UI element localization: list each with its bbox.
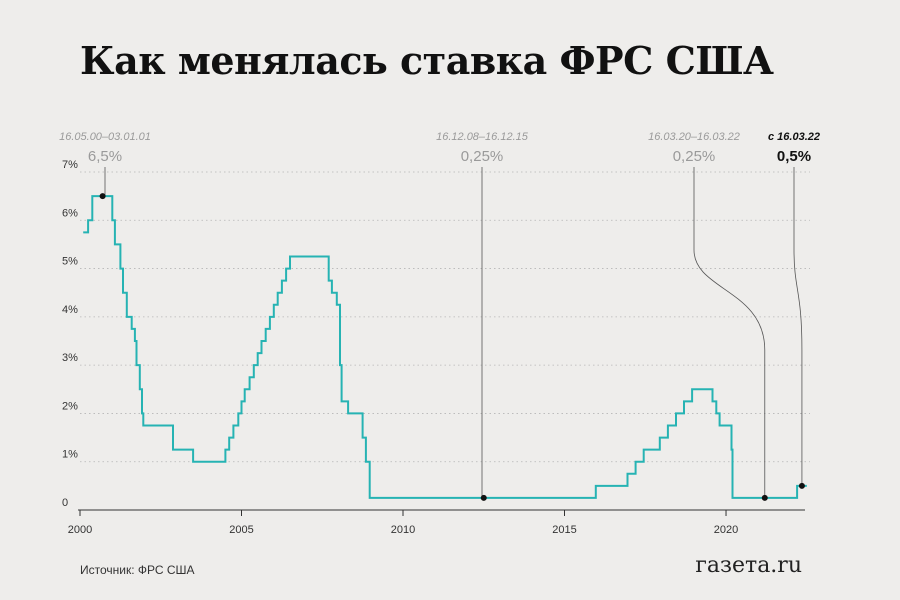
series-line-0 — [83, 195, 807, 499]
annotation-date: с 16.03.22 — [768, 131, 820, 143]
annotation-markers — [99, 193, 805, 501]
x-tick-label: 2005 — [229, 524, 253, 536]
annotation-value: 6,5% — [88, 148, 122, 165]
x-tick-label: 2000 — [68, 524, 92, 536]
publisher-logo: газета.ru — [695, 553, 802, 578]
grid-lines — [80, 171, 810, 463]
annotation-marker — [480, 494, 487, 501]
annotation-leaders — [104, 167, 803, 498]
annotation-marker — [761, 494, 768, 501]
chart-title: Как менялась ставка ФРС США — [80, 38, 774, 83]
axes: 0 1% 2% 3% 4% 5% 6% 7% 2000 2005 2010 2015 2020 — [62, 159, 805, 536]
y-tick-label: 0 — [62, 497, 68, 509]
annotation-leader — [793, 167, 803, 486]
source-note: Источник: ФРС США — [80, 563, 195, 577]
x-tick-label: 2010 — [391, 524, 415, 536]
x-tick-label: 2015 — [552, 524, 576, 536]
annotation-date: 16.03.20–16.03.22 — [648, 131, 740, 143]
y-tick-label: 6% — [62, 207, 78, 219]
y-tick-label: 1% — [62, 449, 78, 461]
annotation-leader — [693, 167, 766, 498]
annotation-value: 0,25% — [461, 148, 504, 165]
annotation-marker — [99, 193, 106, 200]
annotation-value: 0,5% — [777, 148, 811, 165]
y-tick-label: 3% — [62, 352, 78, 364]
annotation-date: 16.05.00–03.01.01 — [59, 131, 151, 143]
x-tick-label: 2020 — [714, 524, 738, 536]
y-tick-label: 2% — [62, 400, 78, 412]
annotation-marker — [798, 482, 805, 489]
annotation-date: 16.12.08–16.12.15 — [436, 131, 529, 143]
y-tick-label: 7% — [62, 159, 78, 171]
y-tick-label: 5% — [62, 256, 78, 268]
y-tick-label: 4% — [62, 304, 78, 316]
annotation-labels: 16.05.00–03.01.01 6,5% 16.12.08–16.12.15 0,… — [59, 131, 820, 165]
series-layer — [83, 195, 807, 499]
annotation-value: 0,25% — [673, 148, 716, 165]
